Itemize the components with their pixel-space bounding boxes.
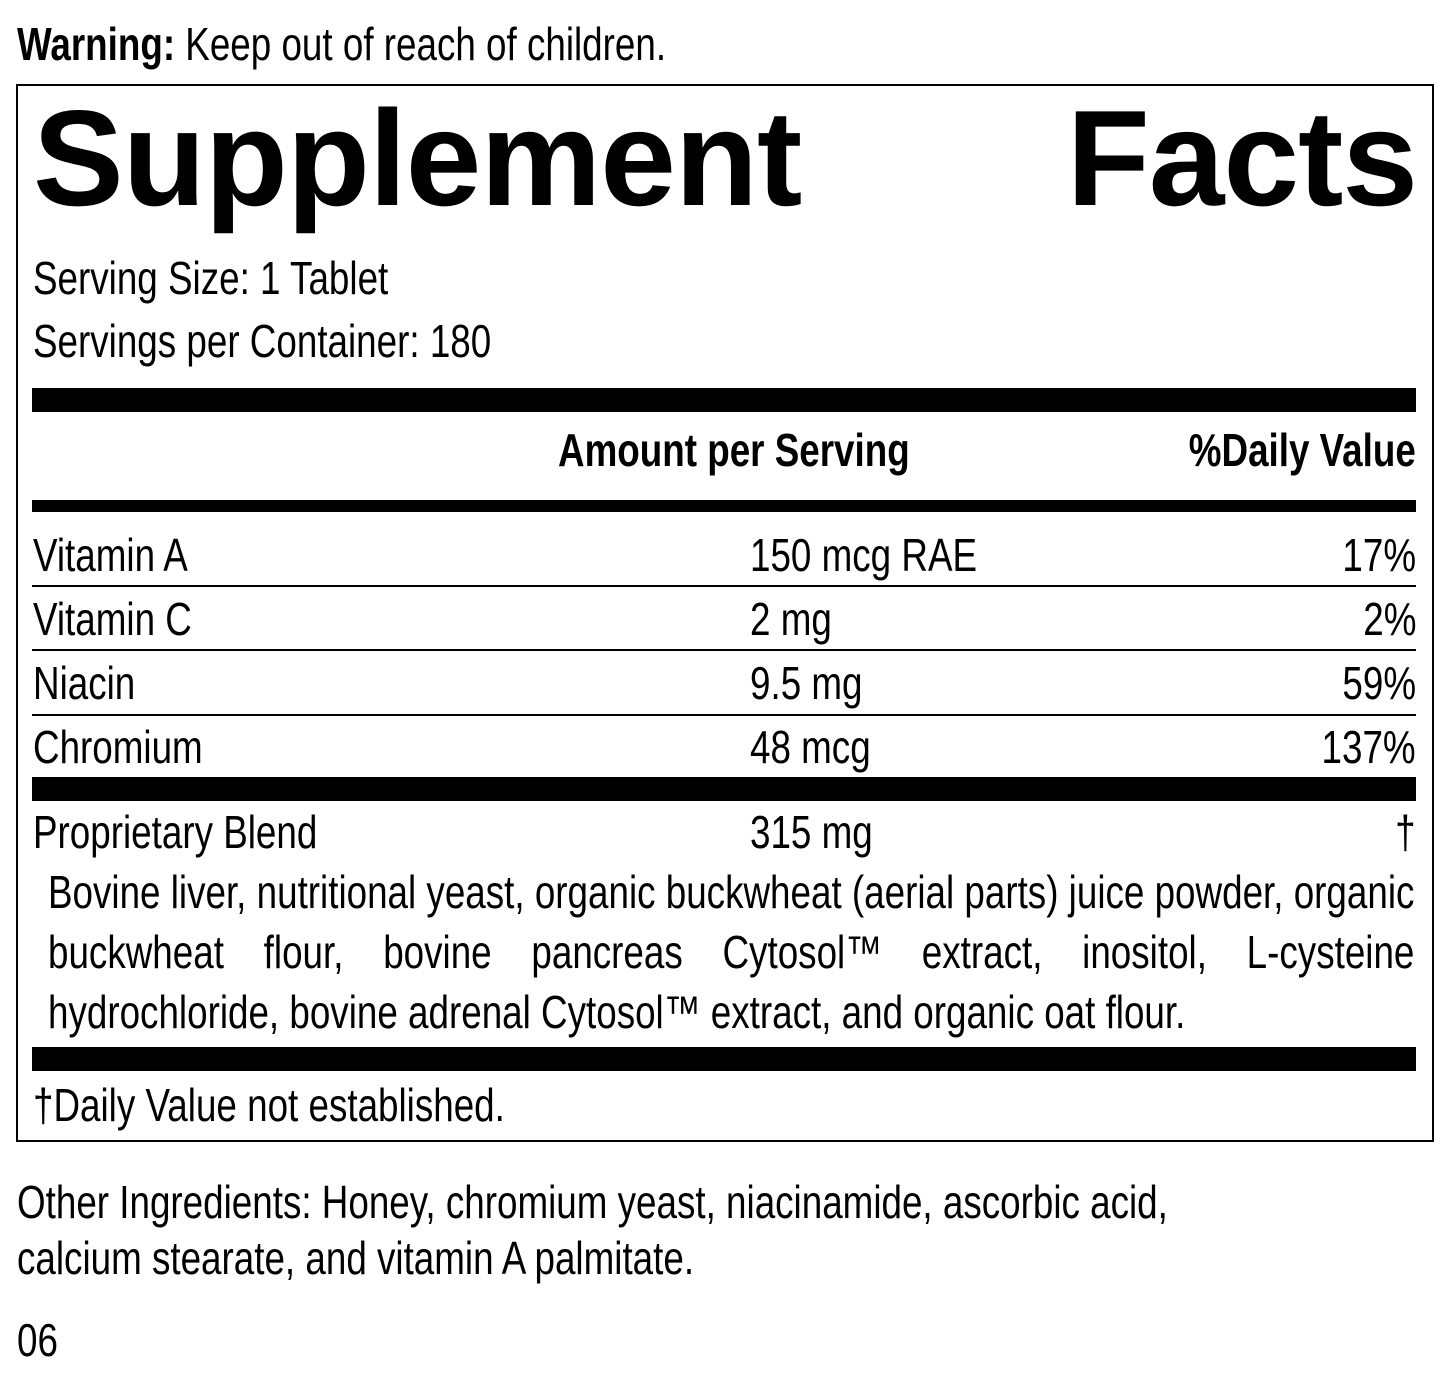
nutrient-amount: 9.5 mg [750,657,863,709]
product-code: 06 [17,1314,58,1366]
nutrient-dv: 59% [1342,657,1416,709]
blend-name: Proprietary Blend [33,806,318,858]
nutrient-amount: 150 mcg RAE [750,529,978,581]
row-divider [32,714,1416,716]
other-ingredients-line-2: calcium stearate, and vitamin A palmitat… [17,1232,695,1284]
nutrient-name: Niacin [33,657,136,709]
blend-amount: 315 mg [750,806,873,858]
divider-thick [32,777,1416,801]
nutrient-name: Vitamin A [33,529,188,581]
header-amount: Amount per Serving [558,424,910,476]
warning-label: Warning: [17,18,176,70]
other-ingredients-line-1: Other Ingredients: Honey, chromium yeast… [17,1176,1168,1228]
nutrient-amount: 2 mg [750,593,832,645]
supplement-facts-panel [16,84,1434,1142]
nutrient-name: Vitamin C [33,593,192,645]
warning-text: Warning: Keep out of reach of children. [17,16,666,72]
nutrient-amount: 48 mcg [750,721,871,773]
blend-dv: † [1395,806,1416,858]
row-divider [32,585,1416,587]
nutrient-dv: 137% [1321,721,1416,773]
header-daily-value: %Daily Value [1188,424,1416,476]
row-divider [32,649,1416,651]
serving-size: Serving Size: 1 Tablet [33,252,389,304]
divider-medium [32,500,1416,512]
warning-message: Keep out of reach of children. [175,18,667,70]
nutrient-dv: 2% [1362,593,1416,645]
title-word-1: Supplement [33,82,802,234]
footnote: †Daily Value not established. [33,1079,505,1131]
servings-per-container: Servings per Container: 180 [33,315,492,367]
title-word-2: Facts [1066,82,1418,234]
nutrient-name: Chromium [33,721,203,773]
blend-ingredients: Bovine liver, nutritional yeast, organic… [48,866,1415,1038]
divider-thick [32,388,1416,412]
divider-thick [32,1047,1416,1071]
nutrient-dv: 17% [1342,529,1416,581]
